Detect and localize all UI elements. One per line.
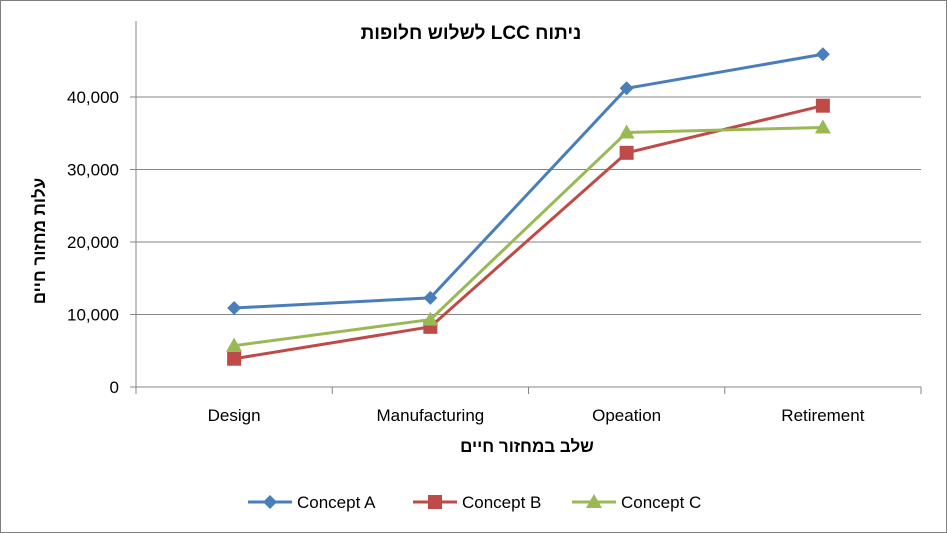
series-group	[226, 47, 831, 366]
y-tick-label: 0	[110, 378, 119, 397]
data-point	[227, 300, 242, 315]
data-point	[422, 311, 439, 326]
legend-label: Concept C	[621, 493, 701, 512]
gridlines	[130, 96, 921, 388]
data-point	[619, 145, 634, 160]
legend-marker	[586, 494, 602, 508]
x-axis-label: שלב במחזור חיים	[460, 437, 594, 456]
series-line	[233, 125, 823, 348]
data-point	[815, 98, 830, 113]
legend-item: Concept C	[572, 493, 701, 512]
x-tick-label: Manufacturing	[377, 406, 485, 425]
y-tick-label: 10,000	[67, 306, 119, 325]
series-concept-a	[227, 47, 830, 315]
y-tick-label: 30,000	[67, 161, 119, 180]
legend-marker	[428, 495, 442, 509]
data-point	[815, 47, 830, 62]
data-point	[227, 351, 242, 366]
y-tick-labels: 0 10,000 20,000 30,000 40,000	[67, 88, 119, 397]
series-concept-b	[227, 98, 830, 366]
data-point	[619, 81, 634, 96]
y-axis-label: עלות מחזור חיים	[30, 178, 49, 304]
data-point	[814, 119, 831, 134]
data-point	[618, 124, 635, 139]
x-tick-labels: Design Manufacturing Opeation Retirement	[208, 406, 865, 425]
series-line	[234, 52, 824, 310]
legend-item: Concept A	[248, 493, 376, 512]
legend-item: Concept B	[413, 493, 541, 512]
legend: Concept A Concept B Concept C	[248, 493, 701, 512]
legend-label: Concept A	[297, 493, 376, 512]
x-tick-label: Opeation	[592, 406, 661, 425]
series-line	[233, 104, 824, 361]
series-concept-c	[226, 119, 831, 352]
legend-label: Concept B	[462, 493, 541, 512]
chart-title: ניתוח LCC לשלוש חלופות	[361, 23, 582, 44]
x-tick-label: Design	[208, 406, 261, 425]
data-point	[226, 337, 243, 352]
legend-marker	[263, 495, 277, 509]
x-tick-label: Retirement	[781, 406, 864, 425]
y-tick-label: 40,000	[67, 88, 119, 107]
data-point	[423, 290, 438, 305]
y-tick-label: 20,000	[67, 233, 119, 252]
axes	[135, 21, 922, 394]
